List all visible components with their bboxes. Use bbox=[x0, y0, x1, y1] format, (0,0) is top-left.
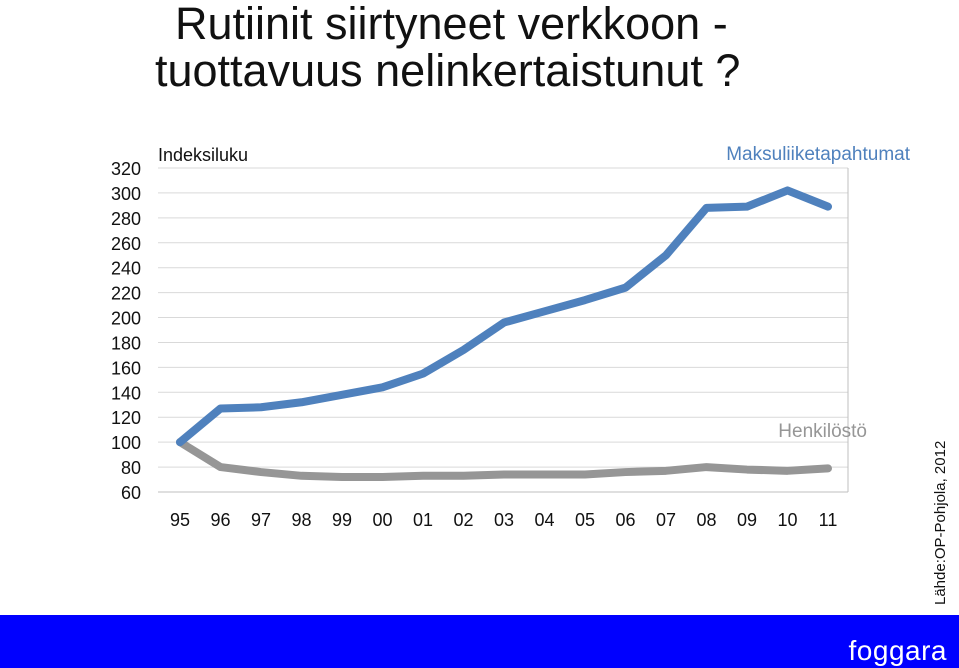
x-tick-label: 05 bbox=[575, 510, 595, 530]
x-axis-ticks: 95 96 97 98 99 00 01 02 03 04 05 06 07 08 09 10 11 bbox=[170, 510, 837, 530]
y-tick-label: 100 bbox=[111, 433, 141, 453]
x-tick-label: 95 bbox=[170, 510, 190, 530]
chart-gridlines bbox=[158, 167, 849, 493]
x-tick-label: 01 bbox=[413, 510, 433, 530]
x-tick-label: 98 bbox=[291, 510, 311, 530]
x-tick-label: 03 bbox=[494, 510, 514, 530]
y-tick-label: 160 bbox=[111, 358, 141, 378]
y-tick-label: 240 bbox=[111, 259, 141, 279]
x-tick-label: 04 bbox=[534, 510, 554, 530]
title-line-2: tuottavuus nelinkertaistunut ? bbox=[155, 45, 741, 96]
x-tick-label: 11 bbox=[819, 510, 838, 530]
y-tick-label: 320 bbox=[111, 159, 141, 179]
chart-series bbox=[176, 186, 832, 482]
y-tick-label: 200 bbox=[111, 309, 141, 329]
x-tick-label: 97 bbox=[251, 510, 271, 530]
series-label-henkilosto: Henkilöstö bbox=[778, 421, 867, 442]
y-axis-ticks: 320 300 280 260 240 220 200 180 160 140 120 100 80 60 bbox=[111, 159, 141, 503]
brand-logo: foggara bbox=[848, 635, 947, 666]
y-tick-label: 220 bbox=[111, 284, 141, 304]
x-tick-label: 10 bbox=[777, 510, 797, 530]
y-tick-label: 180 bbox=[111, 333, 141, 353]
x-tick-label: 00 bbox=[372, 510, 392, 530]
x-tick-label: 99 bbox=[332, 510, 352, 530]
x-tick-label: 08 bbox=[696, 510, 716, 530]
line-chart: 3203002802602402202001801601401201008060… bbox=[111, 144, 911, 530]
y-tick-label: 120 bbox=[111, 408, 141, 428]
x-tick-label: 07 bbox=[656, 510, 676, 530]
title-line-1: Rutiinit siirtyneet verkkoon - bbox=[175, 0, 728, 49]
slide-title: Rutiinit siirtyneet verkkoon - tuottavuu… bbox=[155, 0, 855, 94]
x-tick-label: 06 bbox=[615, 510, 635, 530]
x-tick-label: 09 bbox=[737, 510, 757, 530]
y-axis-label: Indeksiluku bbox=[158, 145, 248, 165]
y-tick-label: 80 bbox=[121, 458, 141, 478]
footer-bar: foggara bbox=[0, 615, 959, 668]
x-tick-label: 02 bbox=[453, 510, 473, 530]
y-tick-label: 300 bbox=[111, 184, 141, 204]
y-tick-label: 140 bbox=[111, 383, 141, 403]
x-tick-label: 96 bbox=[210, 510, 230, 530]
y-tick-label: 60 bbox=[121, 483, 141, 503]
series-label-maksuliiketapahtumat: Maksuliiketapahtumat bbox=[726, 144, 910, 165]
series-line-maksuliiketapahtumat bbox=[176, 186, 832, 447]
y-tick-label: 260 bbox=[111, 234, 141, 254]
series-line-henkilosto bbox=[176, 438, 832, 482]
source-note: Lähde:OP-Pohjola, 2012 bbox=[932, 440, 949, 605]
y-tick-label: 280 bbox=[111, 209, 141, 229]
